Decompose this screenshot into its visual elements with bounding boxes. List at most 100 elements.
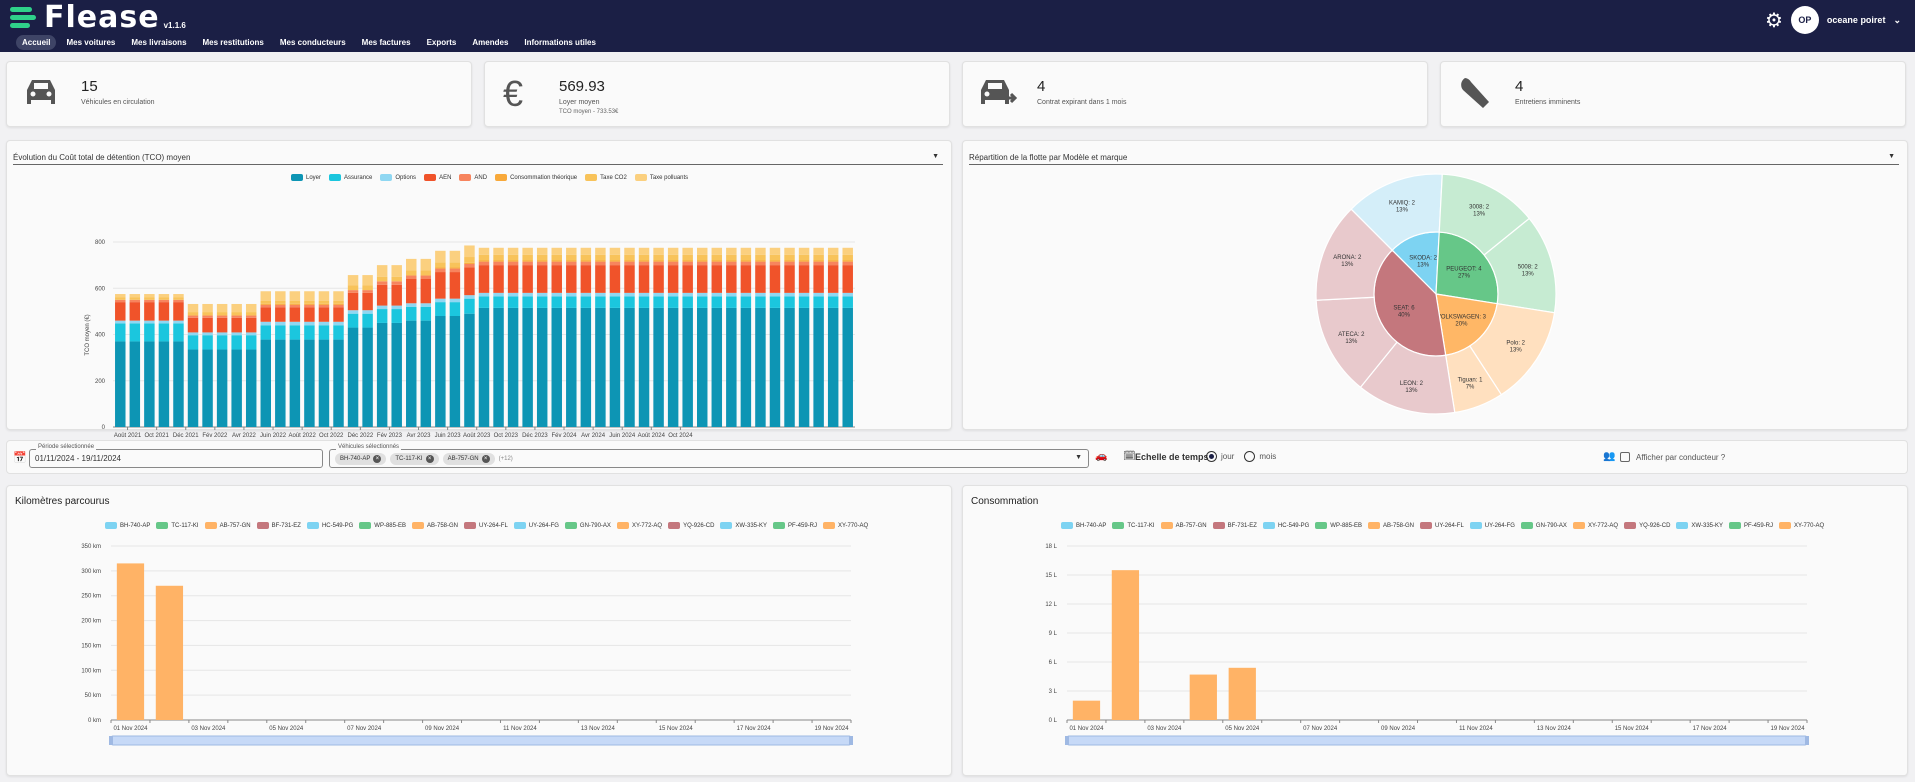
legend-item[interactable]: AB-758-GN: [1367, 522, 1414, 529]
kpi-card-0[interactable]: 15 Véhicules en circulation: [6, 61, 472, 127]
legend-item[interactable]: Loyer: [291, 174, 321, 181]
zoom-handle-right: [1805, 736, 1809, 745]
nav-item-5[interactable]: Mes factures: [361, 38, 411, 47]
radio-button[interactable]: [1206, 451, 1217, 462]
vehicle-chip[interactable]: AB-757-GN ×: [442, 453, 495, 465]
chevron-down-icon[interactable]: ⌄: [1893, 14, 1901, 25]
nav-item-6[interactable]: Exports: [426, 38, 457, 47]
bar: [1189, 674, 1217, 720]
kpi-label: Entretiens imminents: [1515, 99, 1581, 106]
legend-swatch: [1676, 522, 1689, 529]
bar-segment: [638, 265, 650, 293]
bar-segment: [551, 247, 562, 255]
legend-item[interactable]: XY-772-AQ: [1572, 522, 1618, 529]
legend-item[interactable]: XW-335-KY: [1676, 522, 1723, 529]
legend-swatch: [1315, 522, 1328, 529]
legend-item[interactable]: WP-885-EB: [1315, 522, 1362, 529]
legend-item[interactable]: UY-264-FL: [464, 522, 508, 529]
tco-metric-select[interactable]: Évolution du Coût total de détention (TC…: [13, 153, 943, 165]
legend-item[interactable]: PF-459-RJ: [773, 522, 817, 529]
bar-segment: [696, 254, 708, 261]
y-tick-label: 600: [95, 286, 106, 292]
user-name[interactable]: oceane poiret: [1826, 15, 1886, 25]
legend-item[interactable]: UY-264-FL: [1420, 522, 1464, 529]
legend-item[interactable]: XY-772-AQ: [616, 522, 662, 529]
legend-item[interactable]: BF-731-EZ: [256, 522, 301, 529]
legend-item[interactable]: UY-264-FG: [513, 522, 559, 529]
legend-item[interactable]: YQ-926-CD: [1624, 522, 1670, 529]
vehicles-field[interactable]: Véhicules sélectionnés BH-740-AP × TC-117-…: [329, 444, 1089, 468]
legend-item[interactable]: XY-770-AQ: [823, 522, 868, 529]
nav-item-4[interactable]: Mes conducteurs: [279, 38, 346, 47]
bar-segment: [769, 292, 781, 297]
close-icon[interactable]: ×: [373, 455, 382, 463]
nav-item-8[interactable]: Informations utiles: [524, 38, 596, 47]
app-logo[interactable]: Flease v1.1.6: [10, 3, 186, 33]
kpi-card-3[interactable]: 4 Entretiens imminents: [1440, 61, 1906, 127]
legend-item[interactable]: UY-264-FG: [1469, 522, 1515, 529]
legend-item[interactable]: Taxe CO2: [585, 174, 627, 181]
pie-label: Polo: 2: [1506, 341, 1525, 347]
legend-item[interactable]: YQ-926-CD: [668, 522, 714, 529]
legend-item[interactable]: AB-757-GN: [1160, 522, 1207, 529]
nav-item-0[interactable]: Accueil: [16, 35, 57, 50]
legend-item[interactable]: PF-459-RJ: [1729, 522, 1773, 529]
legend-item[interactable]: HC-549-PG: [1262, 522, 1309, 529]
legend-item[interactable]: BH-740-AP: [105, 522, 150, 529]
legend-item[interactable]: AND: [459, 174, 487, 181]
chevron-down-icon[interactable]: ▼: [1075, 454, 1082, 461]
bar-segment: [682, 292, 693, 297]
legend-item[interactable]: Taxe polluants: [634, 174, 688, 181]
nav-item-3[interactable]: Mes restitutions: [202, 38, 264, 47]
legend-item[interactable]: WP-885-EB: [359, 522, 406, 529]
legend-item[interactable]: XW-335-KY: [720, 522, 767, 529]
bar-segment: [173, 297, 184, 300]
gear-icon[interactable]: ⚙: [1764, 9, 1783, 32]
close-icon[interactable]: ×: [481, 455, 490, 463]
pie-label: Tiguan: 1: [1458, 378, 1483, 384]
legend-item[interactable]: BH-740-AP: [1061, 522, 1106, 529]
bar-segment: [827, 247, 839, 255]
bar-segment: [260, 325, 272, 340]
legend-item[interactable]: Assurance: [329, 174, 372, 181]
radio-button[interactable]: [1244, 451, 1256, 462]
scale-option[interactable]: mois: [1244, 451, 1276, 462]
legend-swatch: [424, 174, 437, 181]
y-tick-label: 0 km: [88, 718, 101, 724]
scale-option[interactable]: jour: [1206, 451, 1234, 462]
vehicle-chip[interactable]: TC-117-KI ×: [390, 453, 439, 465]
bar-segment: [536, 296, 548, 308]
legend-item[interactable]: XY-770-AQ: [1779, 522, 1824, 529]
legend-item[interactable]: TC-117-KI: [156, 522, 199, 529]
close-icon[interactable]: ×: [425, 455, 434, 463]
avatar[interactable]: OP: [1790, 6, 1819, 34]
nav-item-7[interactable]: Amendes: [472, 38, 509, 47]
bar-segment: [115, 341, 126, 427]
car-filter-icon[interactable]: 🚗: [1095, 451, 1108, 462]
fleet-group-select[interactable]: Répartition de la flotte par Modèle et m…: [969, 153, 1899, 165]
kpi-card-2[interactable]: 4 Contrat expirant dans 1 mois: [962, 61, 1428, 127]
legend-item[interactable]: Options: [380, 174, 416, 181]
legend-item[interactable]: GN-790-AX: [1520, 522, 1567, 529]
bar-segment: [391, 309, 402, 323]
legend-item[interactable]: AB-758-GN: [411, 522, 458, 529]
per-driver-checkbox[interactable]: [1620, 452, 1630, 462]
bar-segment: [420, 258, 432, 271]
legend-item[interactable]: TC-117-KI: [1112, 522, 1155, 529]
legend-item[interactable]: AB-757-GN: [204, 522, 251, 529]
legend-item[interactable]: Consommation théorique: [495, 174, 577, 181]
legend-item[interactable]: BF-731-EZ: [1212, 522, 1257, 529]
bar-segment: [187, 335, 199, 350]
legend-item[interactable]: GN-790-AX: [564, 522, 611, 529]
nav-item-1[interactable]: Mes voitures: [66, 38, 116, 47]
vehicle-chip[interactable]: BH-740-AP ×: [335, 453, 387, 465]
period-field[interactable]: Période sélectionnée 01/11/2024 - 19/11/…: [29, 444, 323, 468]
legend-item[interactable]: AEN: [424, 174, 451, 181]
bar-segment: [580, 265, 592, 293]
legend-item[interactable]: HC-549-PG: [306, 522, 353, 529]
bar-segment: [842, 260, 853, 262]
logo-text: Flease: [44, 0, 160, 35]
nav-item-2[interactable]: Mes livraisons: [131, 38, 187, 47]
kpi-card-1[interactable]: € 569.93 Loyer moyen TCO moyen - 733.53€: [484, 61, 950, 127]
bar-segment: [231, 312, 242, 316]
